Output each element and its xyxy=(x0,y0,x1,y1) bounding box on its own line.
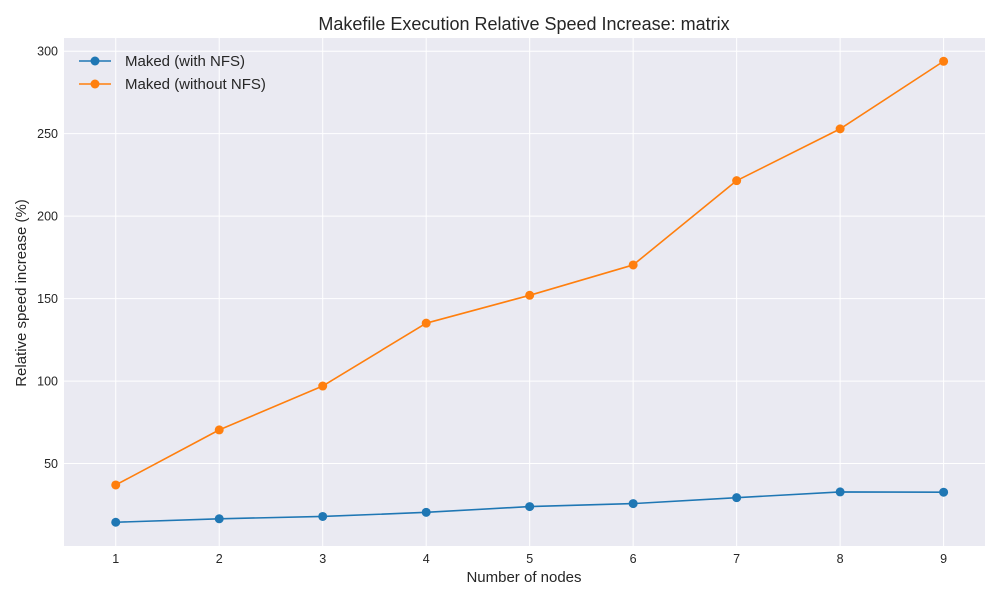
legend-label: Maked (without NFS) xyxy=(125,76,266,93)
y-axis-label: Relative speed increase (%) xyxy=(13,199,30,387)
grid-lines xyxy=(64,38,985,546)
y-tick-label: 250 xyxy=(37,127,58,141)
data-point xyxy=(835,487,845,497)
series-1 xyxy=(111,487,949,527)
data-point xyxy=(835,124,845,134)
legend-entry: Maked (without NFS) xyxy=(79,76,266,93)
series-2 xyxy=(111,56,949,490)
y-tick-label: 300 xyxy=(37,45,58,59)
data-point xyxy=(732,493,742,503)
x-tick-label: 2 xyxy=(216,552,223,566)
data-point xyxy=(318,511,328,521)
legend-entry: Maked (with NFS) xyxy=(79,53,245,70)
data-point xyxy=(939,487,949,497)
x-tick-label: 9 xyxy=(940,552,947,566)
data-point xyxy=(111,480,121,490)
legend: Maked (with NFS) Maked (without NFS) xyxy=(79,53,266,93)
x-axis-label: Number of nodes xyxy=(466,569,581,586)
chart-title: Makefile Execution Relative Speed Increa… xyxy=(318,14,729,34)
data-point xyxy=(421,507,431,517)
legend-label: Maked (with NFS) xyxy=(125,53,245,70)
data-point xyxy=(111,517,121,527)
y-tick-label: 50 xyxy=(44,457,58,471)
plot-area xyxy=(64,38,985,546)
y-tick-label: 150 xyxy=(37,292,58,306)
x-tick-label: 1 xyxy=(112,552,119,566)
data-point xyxy=(318,381,328,391)
x-tick-label: 3 xyxy=(319,552,326,566)
data-point xyxy=(421,318,431,328)
data-point xyxy=(628,260,638,270)
data-point xyxy=(939,56,949,66)
data-point xyxy=(214,425,224,435)
y-axis-ticks: 50 100 150 200 250 300 xyxy=(37,45,58,471)
series-layer xyxy=(111,56,949,527)
x-tick-label: 4 xyxy=(423,552,430,566)
x-tick-label: 6 xyxy=(630,552,637,566)
data-point xyxy=(214,514,224,524)
y-tick-label: 200 xyxy=(37,210,58,224)
y-tick-label: 100 xyxy=(37,375,58,389)
legend-marker xyxy=(90,79,100,89)
data-point xyxy=(525,290,535,300)
data-point xyxy=(525,502,535,512)
x-tick-label: 5 xyxy=(526,552,533,566)
data-point xyxy=(732,176,742,186)
x-axis-ticks: 1 2 3 4 5 6 7 8 9 xyxy=(112,552,947,566)
x-tick-label: 7 xyxy=(733,552,740,566)
x-tick-label: 8 xyxy=(837,552,844,566)
legend-marker xyxy=(90,56,100,66)
data-point xyxy=(628,499,638,509)
